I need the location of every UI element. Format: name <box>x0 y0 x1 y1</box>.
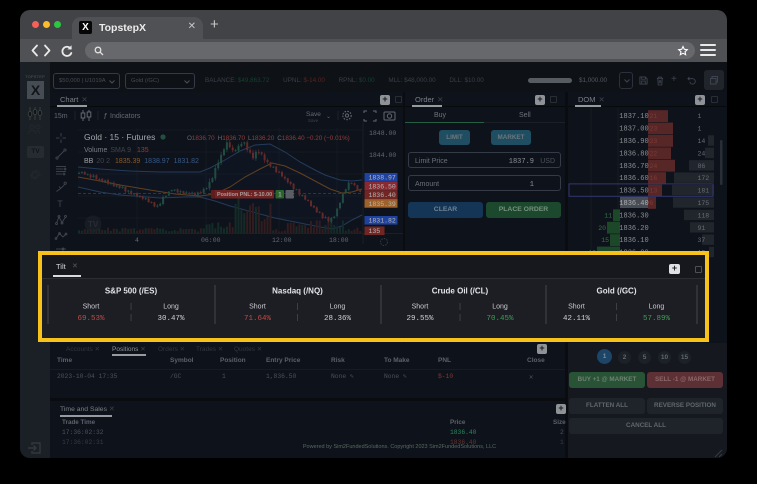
svg-text:1831.82: 1831.82 <box>369 218 396 225</box>
svg-text:Short: Short <box>568 304 585 311</box>
svg-text:12:00: 12:00 <box>272 237 292 244</box>
svg-text:Long: Long <box>163 304 179 311</box>
svg-text:23: 23 <box>650 138 658 145</box>
svg-text:42.11%: 42.11% <box>563 315 591 323</box>
svg-text:Position PNL: $-10.00: Position PNL: $-10.00 <box>217 192 272 198</box>
svg-text:⌄: ⌄ <box>326 114 331 120</box>
svg-text:TV: TV <box>88 220 99 229</box>
svg-text:Save: Save <box>308 118 319 123</box>
svg-text:|: | <box>297 304 299 311</box>
svg-text:15m: 15m <box>54 113 68 120</box>
svg-text:20: 20 <box>598 225 606 232</box>
svg-text:28.36%: 28.36% <box>324 315 352 323</box>
svg-text:Long: Long <box>492 304 508 311</box>
svg-text:181: 181 <box>698 188 710 195</box>
svg-text:1838.97: 1838.97 <box>369 175 396 182</box>
svg-text:29.55%: 29.55% <box>406 315 434 323</box>
svg-text:135: 135 <box>369 228 381 235</box>
svg-text:|: | <box>459 304 461 311</box>
svg-text:70.45%: 70.45% <box>486 315 514 323</box>
svg-text:Crude Oil (/CL): Crude Oil (/CL) <box>432 287 489 296</box>
svg-text:30.47%: 30.47% <box>157 315 185 323</box>
svg-text:1: 1 <box>698 126 702 133</box>
svg-text:16: 16 <box>650 175 658 182</box>
svg-text:37: 37 <box>698 237 706 244</box>
svg-text:✕: ✕ <box>293 191 299 198</box>
svg-text:Short: Short <box>412 304 429 311</box>
svg-text:14: 14 <box>698 138 706 145</box>
svg-text:1837.00: 1837.00 <box>619 126 648 134</box>
svg-text:1: 1 <box>278 192 282 198</box>
svg-text:118: 118 <box>698 212 710 219</box>
svg-text:Short: Short <box>249 304 266 311</box>
svg-text:1836.90: 1836.90 <box>619 138 648 146</box>
svg-text:23: 23 <box>650 126 658 133</box>
svg-text:|: | <box>459 315 461 322</box>
svg-text:22: 22 <box>650 150 658 157</box>
svg-text:|: | <box>616 304 618 311</box>
svg-text:11: 11 <box>604 212 612 219</box>
svg-text:|: | <box>616 315 618 322</box>
svg-text:1836.10: 1836.10 <box>619 237 648 245</box>
svg-text:|: | <box>297 315 299 322</box>
svg-text:1836.50: 1836.50 <box>369 183 396 190</box>
svg-text:Short: Short <box>83 304 100 311</box>
svg-text:1837.10: 1837.10 <box>619 113 648 121</box>
svg-text:1835.39: 1835.39 <box>369 201 396 208</box>
svg-text:|: | <box>130 315 132 322</box>
svg-text:1836.30: 1836.30 <box>619 212 648 220</box>
svg-text:1836.40: 1836.40 <box>369 192 396 199</box>
svg-text:1836.70: 1836.70 <box>619 163 648 171</box>
svg-text:Save: Save <box>306 111 321 118</box>
svg-text:57.89%: 57.89% <box>643 315 671 323</box>
svg-text:1836.20: 1836.20 <box>619 225 648 233</box>
svg-text:Gold (/GC): Gold (/GC) <box>597 287 637 296</box>
svg-text:1848.00: 1848.00 <box>369 130 396 137</box>
svg-text:06:00: 06:00 <box>201 237 221 244</box>
svg-text:69.53%: 69.53% <box>77 315 105 323</box>
svg-text:13: 13 <box>650 188 658 195</box>
svg-text:6: 6 <box>650 200 654 207</box>
svg-text:18:00: 18:00 <box>329 237 349 244</box>
svg-text:24: 24 <box>698 150 706 157</box>
svg-text:86: 86 <box>698 163 706 170</box>
svg-text:|: | <box>130 304 132 311</box>
svg-text:1836.50: 1836.50 <box>619 188 648 196</box>
svg-text:21: 21 <box>650 113 658 120</box>
svg-text:15: 15 <box>601 237 609 244</box>
svg-text:91: 91 <box>698 225 706 232</box>
svg-text:Gold · 15 · Futures: Gold · 15 · Futures <box>84 132 155 142</box>
svg-text:Indicators: Indicators <box>110 113 141 120</box>
svg-text:1836.80: 1836.80 <box>619 150 648 158</box>
svg-text:71.64%: 71.64% <box>244 315 272 323</box>
svg-text:1836.40: 1836.40 <box>619 200 648 208</box>
svg-text:Nasdaq (/NQ): Nasdaq (/NQ) <box>272 287 323 296</box>
svg-text:T: T <box>57 199 63 209</box>
svg-text:S&P 500 (/ES): S&P 500 (/ES) <box>105 287 158 296</box>
svg-text:172: 172 <box>698 175 710 182</box>
svg-text:1844.00: 1844.00 <box>369 152 396 159</box>
svg-text:175: 175 <box>698 200 710 207</box>
svg-text:24: 24 <box>650 163 658 170</box>
svg-text:1: 1 <box>698 113 702 120</box>
svg-text:4: 4 <box>135 237 139 244</box>
svg-text:f: f <box>104 112 107 121</box>
svg-text:1836.60: 1836.60 <box>619 175 648 183</box>
svg-text:Long: Long <box>330 304 346 311</box>
svg-text:Long: Long <box>649 304 665 311</box>
